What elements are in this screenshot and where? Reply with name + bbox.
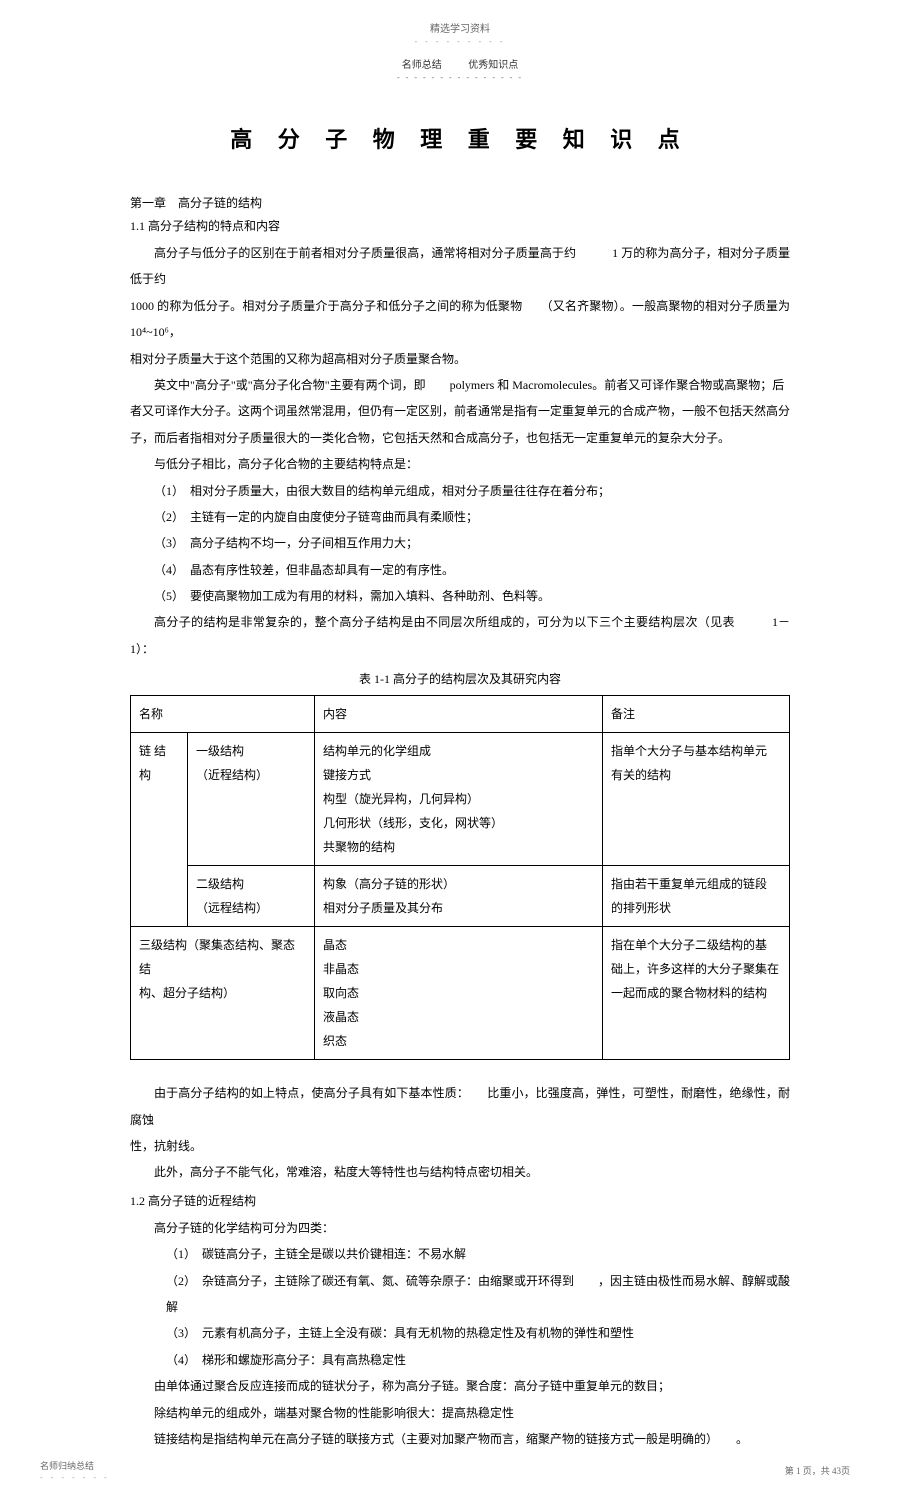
cell-text: 织态	[323, 1034, 347, 1048]
cell-text: 二级结构	[196, 877, 244, 891]
paragraph: 高分子与低分子的区别在于前者相对分子质量很高，通常将相对分子质量高于约 1 万的…	[130, 240, 790, 293]
cell-text: 指由若干重复单元组成的链段	[611, 877, 767, 891]
header-dots: - - - - - - - - -	[130, 37, 790, 46]
cell-text: 构、超分子结构）	[139, 986, 235, 1000]
cell-text: 构象（高分子链的形状）	[323, 877, 455, 891]
paragraph: 由单体通过聚合反应连接而成的链状分子，称为高分子链。聚合度：高分子链中重复单元的…	[130, 1373, 790, 1399]
list-item: （1） 碳链高分子，主链全是碳以共价键相连：不易水解	[130, 1241, 790, 1267]
cell-text: 相对分子质量及其分布	[323, 901, 443, 915]
cell-text: （近程结构）	[196, 768, 268, 782]
cell-text: 指在单个大分子二级结构的基	[611, 938, 767, 952]
table-cell: 链 结 构	[131, 733, 188, 927]
table-header: 内容	[315, 696, 603, 733]
cell-text: 键接方式	[323, 768, 371, 782]
table-row: 三级结构（聚集态结构、聚态结 构、超分子结构） 晶态 非晶态 取向态 液晶态 织…	[131, 927, 790, 1060]
table-header-row: 名称 内容 备注	[131, 696, 790, 733]
paragraph: 性，抗射线。	[130, 1133, 790, 1159]
structure-table: 名称 内容 备注 链 结 构 一级结构 （近程结构） 结构单元的化学组成 键接方…	[130, 695, 790, 1060]
table-cell: 构象（高分子链的形状） 相对分子质量及其分布	[315, 866, 603, 927]
cell-text: 础上，许多这样的大分子聚集在	[611, 962, 779, 976]
table-row: 链 结 构 一级结构 （近程结构） 结构单元的化学组成 键接方式 构型（旋光异构…	[131, 733, 790, 866]
header-left: 名师总结	[402, 60, 442, 71]
header-line2: 名师总结 优秀知识点	[130, 56, 790, 71]
section-1-2: 1.2 高分子链的近程结构	[130, 1192, 790, 1209]
list-item: （2） 杂链高分子，主链除了碳还有氧、氮、硫等杂原子：由缩聚或开环得到 ，因主链…	[130, 1268, 790, 1321]
paragraph: 链接结构是指结构单元在高分子链的联接方式（主要对加聚产物而言，缩聚产物的链接方式…	[130, 1426, 790, 1452]
list-item: （3） 高分子结构不均一，分子间相互作用力大；	[130, 530, 790, 556]
paragraph: 1000 的称为低分子。相对分子质量介于高分子和低分子之间的称为低聚物 （又名齐…	[130, 293, 790, 346]
footer-left-dots: - - - - - - -	[40, 1473, 110, 1482]
list-item: （3） 元素有机高分子，主链上全没有碳：具有无机物的热稳定性及有机物的弹性和塑性	[130, 1320, 790, 1346]
cell-text: 液晶态	[323, 1010, 359, 1024]
chapter-heading: 第一章 高分子链的结构	[130, 194, 790, 211]
cell-text: 指单个大分子与基本结构单元	[611, 744, 767, 758]
header-dashes: - - - - - - - - - - - - - - -	[130, 73, 790, 82]
table-caption: 表 1-1 高分子的结构层次及其研究内容	[130, 670, 790, 687]
section-1-1: 1.1 高分子结构的特点和内容	[130, 217, 790, 234]
footer-left-text: 名师归纳总结	[40, 1461, 94, 1471]
cell-text: 三级结构（聚集态结构、聚态结	[139, 938, 295, 976]
footer-right: 第 1 页，共 43页	[785, 1464, 850, 1477]
table-header: 名称	[131, 696, 315, 733]
table-cell: 二级结构 （远程结构）	[188, 866, 315, 927]
list-item: （5） 要使高聚物加工成为有用的材料，需加入填料、各种助剂、色料等。	[130, 583, 790, 609]
table-cell: 指单个大分子与基本结构单元 有关的结构	[603, 733, 790, 866]
header-top-label: 精选学习资料	[130, 20, 790, 35]
paragraph: 相对分子质量大于这个范围的又称为超高相对分子质量聚合物。	[130, 346, 790, 372]
table-cell: 指在单个大分子二级结构的基 础上，许多这样的大分子聚集在 一起而成的聚合物材料的…	[603, 927, 790, 1060]
table-row: 二级结构 （远程结构） 构象（高分子链的形状） 相对分子质量及其分布 指由若干重…	[131, 866, 790, 927]
paragraph: 英文中"高分子"或"高分子化合物"主要有两个词，即 polymers 和 Mac…	[130, 372, 790, 398]
list-item: （4） 梯形和螺旋形高分子：具有高热稳定性	[130, 1347, 790, 1373]
paragraph: 由于高分子结构的如上特点，使高分子具有如下基本性质： 比重小，比强度高，弹性，可…	[130, 1080, 790, 1133]
cell-text: 有关的结构	[611, 768, 671, 782]
paragraph: 高分子链的化学结构可分为四类：	[130, 1215, 790, 1241]
cell-text: 一级结构	[196, 744, 244, 758]
cell-text: 构型（旋光异构，几何异构）	[323, 792, 479, 806]
paragraph: 与低分子相比，高分子化合物的主要结构特点是：	[130, 451, 790, 477]
cell-text: 几何形状（线形，支化，网状等）	[323, 816, 503, 830]
list-item: （4） 晶态有序性较差，但非晶态却具有一定的有序性。	[130, 557, 790, 583]
cell-text: 共聚物的结构	[323, 840, 395, 854]
table-cell: 三级结构（聚集态结构、聚态结 构、超分子结构）	[131, 927, 315, 1060]
table-cell: 指由若干重复单元组成的链段 的排列形状	[603, 866, 790, 927]
document-page: 精选学习资料 - - - - - - - - - 名师总结 优秀知识点 - - …	[0, 0, 920, 1492]
paragraph: 此外，高分子不能气化，常难溶，粘度大等特性也与结构特点密切相关。	[130, 1159, 790, 1185]
paragraph: 除结构单元的组成外，端基对聚合物的性能影响很大：提高热稳定性	[130, 1400, 790, 1426]
paragraph: 者又可译作大分子。这两个词虽然常混用，但仍有一定区别，前者通常是指有一定重复单元…	[130, 398, 790, 424]
list-item: （2） 主链有一定的内旋自由度使分子链弯曲而具有柔顺性；	[130, 504, 790, 530]
cell-text: 构	[139, 768, 151, 782]
header-right: 优秀知识点	[468, 60, 518, 71]
footer-left: 名师归纳总结 - - - - - - -	[40, 1459, 110, 1482]
paragraph: 高分子的结构是非常复杂的，整个高分子结构是由不同层次所组成的，可分为以下三个主要…	[130, 609, 790, 662]
cell-text: 结构单元的化学组成	[323, 744, 431, 758]
cell-text: 一起而成的聚合物材料的结构	[611, 986, 767, 1000]
cell-text: 的排列形状	[611, 901, 671, 915]
cell-text: 取向态	[323, 986, 359, 1000]
list-item: （1） 相对分子质量大，由很大数目的结构单元组成，相对分子质量往往存在着分布；	[130, 478, 790, 504]
main-title: 高 分 子 物 理 重 要 知 识 点	[130, 122, 790, 154]
paragraph: 子，而后者指相对分子质量很大的一类化合物，它包括天然和合成高分子，也包括无一定重…	[130, 425, 790, 451]
table-cell: 结构单元的化学组成 键接方式 构型（旋光异构，几何异构） 几何形状（线形，支化，…	[315, 733, 603, 866]
table-header: 备注	[603, 696, 790, 733]
cell-text: （远程结构）	[196, 901, 268, 915]
table-cell: 一级结构 （近程结构）	[188, 733, 315, 866]
cell-text: 链 结	[139, 744, 166, 758]
table-cell: 晶态 非晶态 取向态 液晶态 织态	[315, 927, 603, 1060]
cell-text: 非晶态	[323, 962, 359, 976]
cell-text: 晶态	[323, 938, 347, 952]
